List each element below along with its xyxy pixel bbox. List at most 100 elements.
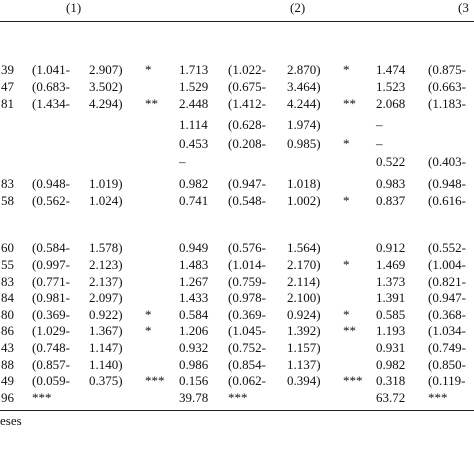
table-cell: 39.78	[179, 390, 209, 405]
table-cell: *	[343, 307, 350, 322]
table-cell: (0.850-	[428, 357, 466, 372]
table-cell: 2.114)	[287, 274, 321, 289]
table-cell: 1.157)	[287, 340, 321, 355]
table-cell: *	[343, 62, 350, 77]
table-cell: 1.433	[179, 290, 209, 305]
table-cell: 60	[1, 240, 14, 255]
table-cell: (1.045-	[228, 323, 266, 338]
table-cell: 81	[1, 96, 14, 111]
table-cell: (0.948-	[428, 176, 466, 191]
table-cell: ***	[428, 390, 448, 405]
table-cell: 1.367)	[89, 323, 123, 338]
table-cell: 83	[1, 176, 14, 191]
table-cell: 2.170)	[287, 257, 321, 272]
table-cell: 2.448	[179, 96, 209, 111]
table-cell: 1.267	[179, 274, 209, 289]
table-cell: 4.294)	[89, 96, 123, 111]
table-cell: 0.922)	[89, 307, 123, 322]
table-cell: (0.369-	[228, 307, 266, 322]
table-cell: (0.947-	[428, 290, 466, 305]
table-cell: 43	[1, 340, 14, 355]
bottom-rule	[0, 410, 474, 411]
table-cell: (0.821-	[428, 274, 466, 289]
table-cell: 0.985)	[287, 136, 321, 151]
table-cell: *	[343, 257, 350, 272]
table-cell: 0.986	[179, 357, 209, 372]
table-cell: **	[343, 323, 356, 338]
table-cell: (0.663-	[428, 79, 466, 94]
table-cell: 88	[1, 357, 14, 372]
table-cell: (0.368-	[428, 307, 466, 322]
table-cell: 1.564)	[287, 240, 321, 255]
table-cell: 0.912	[376, 240, 406, 255]
table-cell: 0.932	[179, 340, 209, 355]
table-cell: 1.523	[376, 79, 406, 94]
table-cell: ***	[32, 390, 52, 405]
table-cell: (0.683-	[32, 79, 70, 94]
table-cell: (0.875-	[428, 62, 466, 77]
table-cell: **	[343, 96, 356, 111]
table-cell: 0.982	[179, 176, 209, 191]
table-cell: 63.72	[376, 390, 406, 405]
table-cell: 3.464)	[287, 79, 321, 94]
table-cell: 1.483	[179, 257, 209, 272]
table-cell: (0.562-	[32, 193, 70, 208]
table-cell: (0.208-	[228, 136, 266, 151]
table-cell: (0.369-	[32, 307, 70, 322]
table-cell: (0.997-	[32, 257, 70, 272]
table-cell: 49	[1, 373, 14, 388]
table-cell: 1.578)	[89, 240, 123, 255]
table-cell: 0.949	[179, 240, 209, 255]
table-cell: 1.206	[179, 323, 209, 338]
table-cell: 0.837	[376, 193, 406, 208]
table-cell: 0.924)	[287, 307, 321, 322]
table-cell: (1.412-	[228, 96, 266, 111]
table-cell: 1.713	[179, 62, 209, 77]
table-cell: (0.759-	[228, 274, 266, 289]
table-cell: 0.983	[376, 176, 406, 191]
table-cell: *	[343, 193, 350, 208]
table-cell: 0.394)	[287, 373, 321, 388]
table-cell: (0.981-	[32, 290, 70, 305]
table-cell: (0.948-	[32, 176, 70, 191]
table-cell: 1.469	[376, 257, 406, 272]
table-cell: 2.100)	[287, 290, 321, 305]
table-cell: 47	[1, 79, 14, 94]
table-cell: 0.156	[179, 373, 209, 388]
table-cell: 3.502)	[89, 79, 123, 94]
table-cell: (1.022-	[228, 62, 266, 77]
table-cell: (0.584-	[32, 240, 70, 255]
table-cell: 1.373	[376, 274, 406, 289]
table-cell: 0.453	[179, 136, 209, 151]
table-cell: 2.137)	[89, 274, 123, 289]
table-cell: (0.947-	[228, 176, 266, 191]
table-cell: 0.741	[179, 193, 209, 208]
table-cell: 2.907)	[89, 62, 123, 77]
table-cell: (1.014-	[228, 257, 266, 272]
table-cell: (0.628-	[228, 117, 266, 132]
table-cell: (1.034-	[428, 323, 466, 338]
table-cell: 84	[1, 290, 14, 305]
table-cell: 58	[1, 193, 14, 208]
table-cell: (0.616-	[428, 193, 466, 208]
table-cell: (1.434-	[32, 96, 70, 111]
table-cell: *	[343, 136, 350, 151]
footnote: eses	[0, 413, 22, 428]
table-cell: (0.548-	[228, 193, 266, 208]
table-cell: (0.403-	[428, 154, 466, 169]
table-cell: 55	[1, 257, 14, 272]
table-cell: 0.931	[376, 340, 406, 355]
table-cell: (1.041-	[32, 62, 70, 77]
table-cell: 2.870)	[287, 62, 321, 77]
table-cell: 1.391	[376, 290, 406, 305]
table-cell: (0.857-	[32, 357, 70, 372]
column-header: (3	[458, 0, 469, 15]
table-cell: (0.119-	[428, 373, 466, 388]
table-cell: 0.375)	[89, 373, 123, 388]
table-cell: ***	[343, 373, 363, 388]
table-cell: –	[376, 117, 383, 132]
table-cell: (1.029-	[32, 323, 70, 338]
table-cell: 0.585	[376, 307, 406, 322]
table-cell: 0.522	[376, 154, 406, 169]
